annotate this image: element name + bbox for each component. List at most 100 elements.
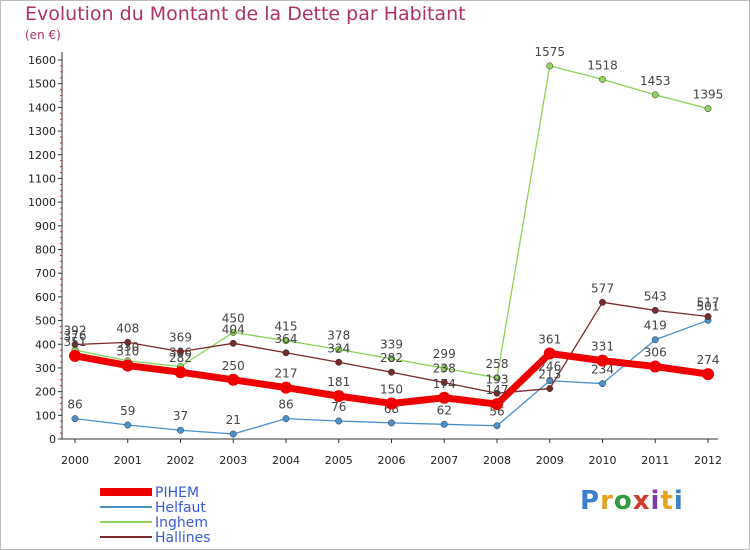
data-point xyxy=(440,420,448,428)
data-label: 369 xyxy=(169,331,192,345)
data-label: 361 xyxy=(538,332,561,346)
legend-label-hallines: Hallines xyxy=(155,530,211,546)
data-point xyxy=(229,430,237,438)
x-tick-label: 2010 xyxy=(589,454,617,467)
data-point xyxy=(385,397,398,410)
logo-letter: P xyxy=(580,486,601,516)
y-tick-label: 1300 xyxy=(28,125,56,138)
data-point xyxy=(335,346,343,353)
data-point xyxy=(651,336,659,344)
data-label: 62 xyxy=(437,403,452,417)
data-label: 392 xyxy=(64,323,87,337)
data-label: 1453 xyxy=(640,74,671,88)
y-tick-label: 600 xyxy=(35,291,56,304)
data-point xyxy=(388,355,395,363)
data-point xyxy=(599,75,606,83)
data-point xyxy=(440,379,448,387)
data-label: 258 xyxy=(486,357,509,371)
data-point xyxy=(227,373,240,386)
data-point xyxy=(282,337,290,345)
x-tick-label: 2002 xyxy=(167,454,195,467)
data-point xyxy=(71,341,79,348)
y-tick-label: 500 xyxy=(35,315,56,328)
y-tick-label: 300 xyxy=(35,362,56,375)
data-label: 59 xyxy=(120,404,135,418)
data-label: 274 xyxy=(697,353,720,367)
logo-letter: x xyxy=(632,486,651,516)
data-point xyxy=(704,313,712,320)
data-label: 577 xyxy=(591,281,614,295)
data-label: 21 xyxy=(226,413,241,427)
data-point xyxy=(229,328,237,336)
data-label: 419 xyxy=(644,319,667,333)
x-tick-label: 2009 xyxy=(536,454,564,467)
y-tick-label: 800 xyxy=(35,244,56,257)
data-point xyxy=(599,298,606,306)
data-label: 86 xyxy=(278,398,293,412)
y-tick-label: 0 xyxy=(49,433,56,446)
data-point xyxy=(596,354,609,367)
data-point xyxy=(282,415,290,423)
data-point xyxy=(335,358,343,366)
logo-letter: t xyxy=(660,486,674,516)
data-point xyxy=(335,417,343,425)
data-point xyxy=(229,339,237,347)
data-point xyxy=(280,381,292,394)
data-label: 238 xyxy=(433,362,456,376)
data-label: 282 xyxy=(380,351,403,365)
data-point xyxy=(177,426,184,434)
data-label: 404 xyxy=(222,322,245,336)
logo-letter: i xyxy=(650,486,661,516)
data-label: 543 xyxy=(644,289,667,303)
data-label: 415 xyxy=(275,320,298,334)
data-point xyxy=(332,390,345,403)
data-label: 310 xyxy=(116,345,139,359)
x-tick-label: 2008 xyxy=(483,454,511,467)
data-point xyxy=(546,385,554,392)
data-label: 282 xyxy=(169,351,192,365)
y-tick-label: 400 xyxy=(35,338,56,351)
y-tick-label: 1500 xyxy=(28,78,56,91)
data-label: 213 xyxy=(538,368,561,382)
x-tick-label: 2011 xyxy=(641,454,669,467)
data-label: 517 xyxy=(697,296,720,310)
legend-label-inghem: Inghem xyxy=(155,515,208,531)
y-tick-label: 1100 xyxy=(28,172,56,185)
x-tick-label: 2007 xyxy=(430,454,458,467)
proxiti-logo: Proxiti xyxy=(580,486,684,516)
y-tick-label: 1600 xyxy=(28,54,56,67)
data-point xyxy=(599,380,606,388)
legend-label-pihem: PIHEM xyxy=(155,485,199,501)
data-label: 364 xyxy=(275,332,298,346)
logo-letter: r xyxy=(600,486,614,516)
data-point xyxy=(651,91,659,99)
data-label: 174 xyxy=(433,377,456,391)
data-point xyxy=(702,368,714,381)
data-point xyxy=(282,349,290,357)
data-label: 181 xyxy=(327,375,350,389)
data-label: 378 xyxy=(327,328,350,342)
data-point xyxy=(546,377,554,385)
x-tick-label: 2004 xyxy=(272,454,300,467)
x-tick-label: 2000 xyxy=(61,454,89,467)
data-label: 193 xyxy=(486,372,509,386)
data-point xyxy=(124,421,132,429)
data-label: 150 xyxy=(380,382,403,396)
data-point xyxy=(543,347,556,360)
data-point xyxy=(491,398,503,411)
data-point xyxy=(440,364,448,372)
x-tick-label: 2005 xyxy=(325,454,353,467)
x-tick-label: 2001 xyxy=(114,454,142,467)
data-point xyxy=(493,374,501,382)
data-label: 339 xyxy=(380,338,403,352)
data-label: 234 xyxy=(591,363,614,377)
data-label: 1395 xyxy=(693,88,724,102)
data-label: 217 xyxy=(275,367,298,381)
y-tick-label: 900 xyxy=(35,220,56,233)
x-tick-label: 2012 xyxy=(694,454,722,467)
data-label: 147 xyxy=(486,383,509,397)
data-point xyxy=(174,366,187,379)
x-tick-label: 2006 xyxy=(378,454,406,467)
data-point xyxy=(704,105,712,113)
